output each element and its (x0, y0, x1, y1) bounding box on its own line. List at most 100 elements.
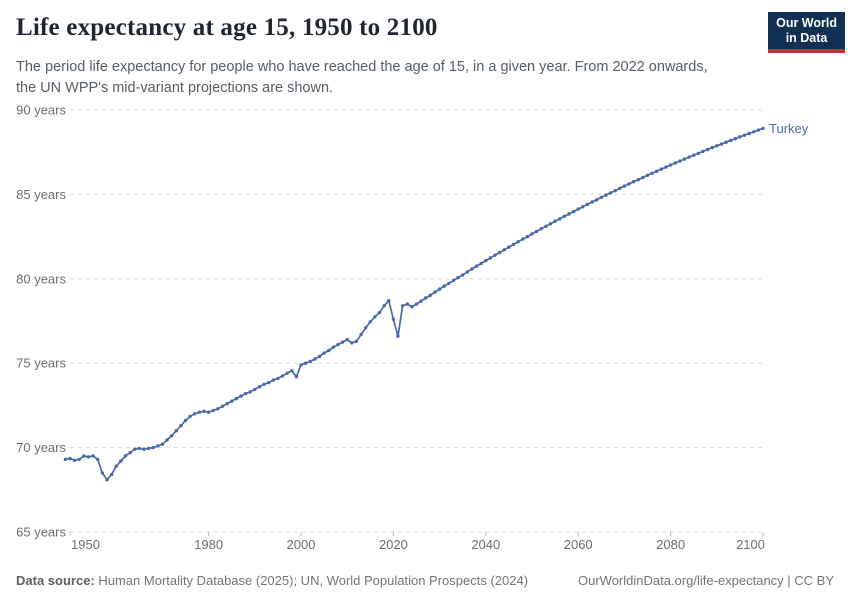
series-point[interactable] (368, 320, 372, 324)
series-point[interactable] (567, 212, 571, 216)
series-point[interactable] (761, 126, 765, 131)
series-point[interactable] (294, 375, 299, 379)
series-point[interactable] (271, 378, 275, 382)
series-line[interactable] (65, 127, 764, 481)
series-point[interactable] (544, 224, 548, 228)
series-point[interactable] (160, 442, 165, 446)
series-point[interactable] (576, 207, 580, 211)
series-point[interactable] (451, 278, 456, 283)
series-point[interactable] (752, 130, 756, 134)
series-point[interactable] (220, 404, 225, 408)
series-point[interactable] (359, 332, 363, 337)
series-point[interactable] (724, 140, 728, 144)
series-point[interactable] (562, 214, 566, 218)
series-point[interactable] (705, 147, 710, 152)
series-point[interactable] (267, 380, 271, 385)
series-point[interactable] (253, 387, 257, 392)
series-point[interactable] (216, 407, 220, 411)
series-point[interactable] (248, 390, 252, 394)
series-point[interactable] (613, 189, 617, 193)
owid-logo[interactable]: Our World in Data (768, 12, 845, 53)
series-point[interactable] (710, 145, 714, 150)
series-point[interactable] (96, 457, 100, 462)
series-point[interactable] (396, 334, 400, 338)
series-point[interactable] (197, 410, 202, 414)
series-point[interactable] (239, 394, 243, 398)
series-point[interactable] (400, 304, 405, 308)
series-point[interactable] (165, 438, 169, 442)
series-point[interactable] (470, 267, 474, 271)
series-point[interactable] (290, 369, 294, 373)
series-point[interactable] (558, 217, 562, 221)
series-point[interactable] (345, 337, 349, 342)
series-point[interactable] (447, 281, 451, 286)
series-point[interactable] (488, 256, 493, 260)
series-point[interactable] (719, 142, 724, 146)
series-point[interactable] (650, 171, 654, 175)
series-point[interactable] (142, 447, 146, 451)
series-point[interactable] (493, 253, 497, 257)
series-point[interactable] (414, 302, 419, 306)
series-point[interactable] (105, 478, 109, 482)
series-point[interactable] (86, 455, 91, 459)
series-point[interactable] (169, 434, 174, 438)
series-point[interactable] (428, 293, 433, 297)
series-point[interactable] (474, 264, 479, 268)
series-point[interactable] (622, 184, 627, 188)
series-point[interactable] (479, 261, 483, 266)
series-point[interactable] (230, 399, 234, 403)
series-point[interactable] (77, 457, 81, 462)
series-point[interactable] (747, 131, 751, 136)
series-point[interactable] (729, 138, 733, 143)
series-point[interactable] (608, 191, 613, 195)
series-point[interactable] (599, 195, 603, 200)
series-point[interactable] (257, 385, 262, 389)
series-point[interactable] (336, 342, 340, 347)
series-point[interactable] (534, 229, 539, 234)
series-point[interactable] (701, 149, 705, 154)
series-point[interactable] (377, 310, 382, 315)
series-point[interactable] (627, 182, 631, 186)
series-point[interactable] (692, 153, 696, 157)
series-point[interactable] (678, 159, 682, 163)
series-point[interactable] (516, 240, 520, 244)
series-point[interactable] (63, 457, 68, 462)
series-point[interactable] (308, 359, 312, 364)
series-point[interactable] (373, 315, 377, 319)
series-point[interactable] (525, 234, 530, 239)
series-point[interactable] (659, 167, 664, 171)
series-point[interactable] (151, 445, 155, 450)
series-point[interactable] (133, 447, 137, 451)
series-end-label[interactable]: Turkey (769, 121, 809, 136)
series-point[interactable] (262, 382, 266, 386)
series-point[interactable] (433, 290, 437, 294)
series-point[interactable] (91, 454, 95, 458)
series-point[interactable] (442, 284, 446, 288)
series-point[interactable] (354, 339, 359, 343)
series-point[interactable] (193, 412, 197, 416)
series-point[interactable] (539, 227, 543, 231)
series-point[interactable] (331, 345, 335, 349)
series-point[interactable] (530, 232, 534, 236)
series-point[interactable] (179, 424, 183, 428)
series-point[interactable] (641, 175, 645, 180)
series-point[interactable] (340, 340, 345, 344)
series-point[interactable] (437, 287, 442, 291)
series-point[interactable] (424, 296, 428, 300)
series-point[interactable] (202, 409, 206, 413)
series-point[interactable] (82, 454, 86, 458)
series-point[interactable] (174, 429, 178, 433)
series-point[interactable] (123, 454, 128, 458)
series-point[interactable] (571, 209, 576, 214)
series-point[interactable] (206, 410, 211, 414)
series-point[interactable] (604, 193, 608, 197)
series-point[interactable] (673, 161, 677, 165)
series-point[interactable] (715, 144, 719, 148)
series-point[interactable] (350, 341, 354, 345)
series-point[interactable] (391, 317, 396, 321)
series-point[interactable] (733, 137, 737, 141)
series-point[interactable] (682, 157, 687, 161)
series-point[interactable] (109, 472, 114, 477)
series-point[interactable] (243, 391, 248, 396)
series-point[interactable] (645, 173, 650, 177)
